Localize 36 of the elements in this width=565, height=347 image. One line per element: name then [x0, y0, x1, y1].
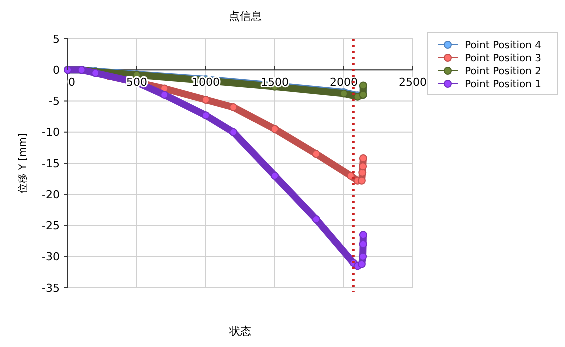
point	[358, 260, 366, 268]
point	[359, 231, 368, 240]
y-tick-label: 5	[53, 32, 60, 46]
point	[271, 125, 279, 134]
legend-label: Point Position 3	[465, 54, 542, 64]
chart-title: 点信息	[229, 10, 262, 23]
point	[160, 91, 169, 100]
point	[358, 176, 366, 185]
point	[312, 150, 320, 158]
y-axis-title: 位移 Y [mm]	[17, 134, 29, 194]
y-tick-label: -25	[42, 220, 60, 233]
y-tick-label: -20	[42, 188, 60, 202]
y-tick-label: -5	[49, 95, 60, 108]
point	[346, 172, 355, 180]
legend-label: Point Position 1	[465, 80, 542, 90]
point	[359, 240, 368, 248]
x-tick-label: 0	[68, 76, 76, 90]
x-tick-label: 1500	[261, 76, 289, 90]
y-tick-label: -35	[42, 282, 60, 295]
point	[202, 96, 210, 104]
point	[312, 216, 320, 224]
x-tick-label: 2500	[399, 76, 427, 90]
legend-label: Point Position 2	[465, 66, 542, 78]
y-tick-label: -10	[42, 126, 60, 140]
legend-label: Point Position 4	[465, 40, 542, 52]
point	[230, 103, 238, 112]
y-tick-label: -15	[42, 157, 60, 170]
point	[271, 172, 279, 180]
point	[230, 128, 238, 136]
x-tick-label: 2000	[330, 76, 358, 90]
point	[359, 252, 368, 261]
point	[202, 112, 210, 120]
y-tick-label: 0	[53, 64, 60, 77]
point	[359, 162, 368, 171]
x-axis-title: 状态	[228, 325, 252, 338]
y-tick-label: -30	[42, 250, 60, 264]
